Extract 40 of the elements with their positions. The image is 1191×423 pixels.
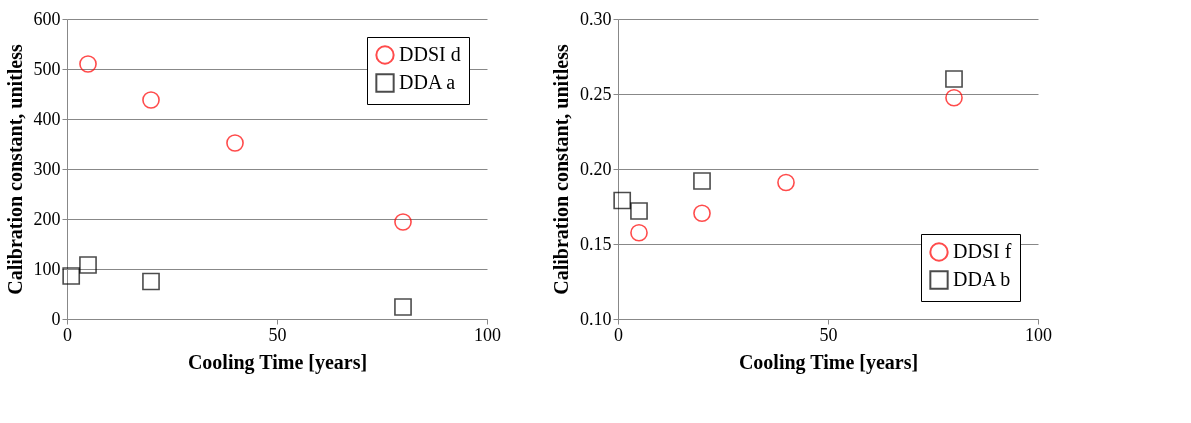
x-axis-title: Cooling Time [years] [187, 350, 368, 374]
point [62, 267, 81, 285]
point [394, 213, 412, 231]
x-axis-title: Cooling Time [years] [738, 350, 919, 374]
y-tick-label: 0.25 [580, 83, 612, 104]
y-tick-label: 300 [33, 158, 61, 179]
legend-label: DDA a [399, 71, 456, 93]
y-tick-label: 400 [33, 108, 61, 129]
y-axis-title: Calibration constant, unitless [550, 43, 572, 295]
y-tick-label: 200 [33, 208, 61, 229]
y-tick-label: 0.10 [580, 308, 612, 329]
point [142, 91, 160, 109]
x-tick-label: 50 [268, 324, 287, 345]
y-tick-label: 0.20 [580, 158, 612, 179]
point [777, 173, 795, 192]
point [79, 55, 97, 73]
point [613, 191, 632, 210]
point [945, 88, 963, 107]
point [630, 202, 648, 220]
y-tick-label: 500 [33, 58, 61, 79]
x-tick-label: 50 [819, 324, 838, 345]
point [945, 70, 963, 88]
y-tick-label: 0.30 [580, 8, 612, 29]
point [394, 298, 412, 316]
point [693, 172, 711, 190]
x-tick-label: 100 [474, 324, 501, 345]
point [226, 134, 244, 152]
legend-label: DDSI f [953, 240, 1012, 262]
y-tick-label: 100 [33, 258, 61, 279]
point [630, 223, 648, 242]
point [79, 256, 97, 274]
y-axis-title: Calibration constant, unitless [3, 43, 26, 295]
legend-label: DDA b [953, 268, 1011, 290]
y-tick-label: 0.15 [580, 233, 612, 254]
point [142, 272, 160, 291]
y-tick-label: 0 [51, 308, 61, 329]
x-tick-label: 100 [1025, 324, 1052, 345]
legend-label: DDSI d [399, 43, 461, 65]
point [693, 204, 711, 223]
y-tick-label: 600 [33, 8, 61, 29]
